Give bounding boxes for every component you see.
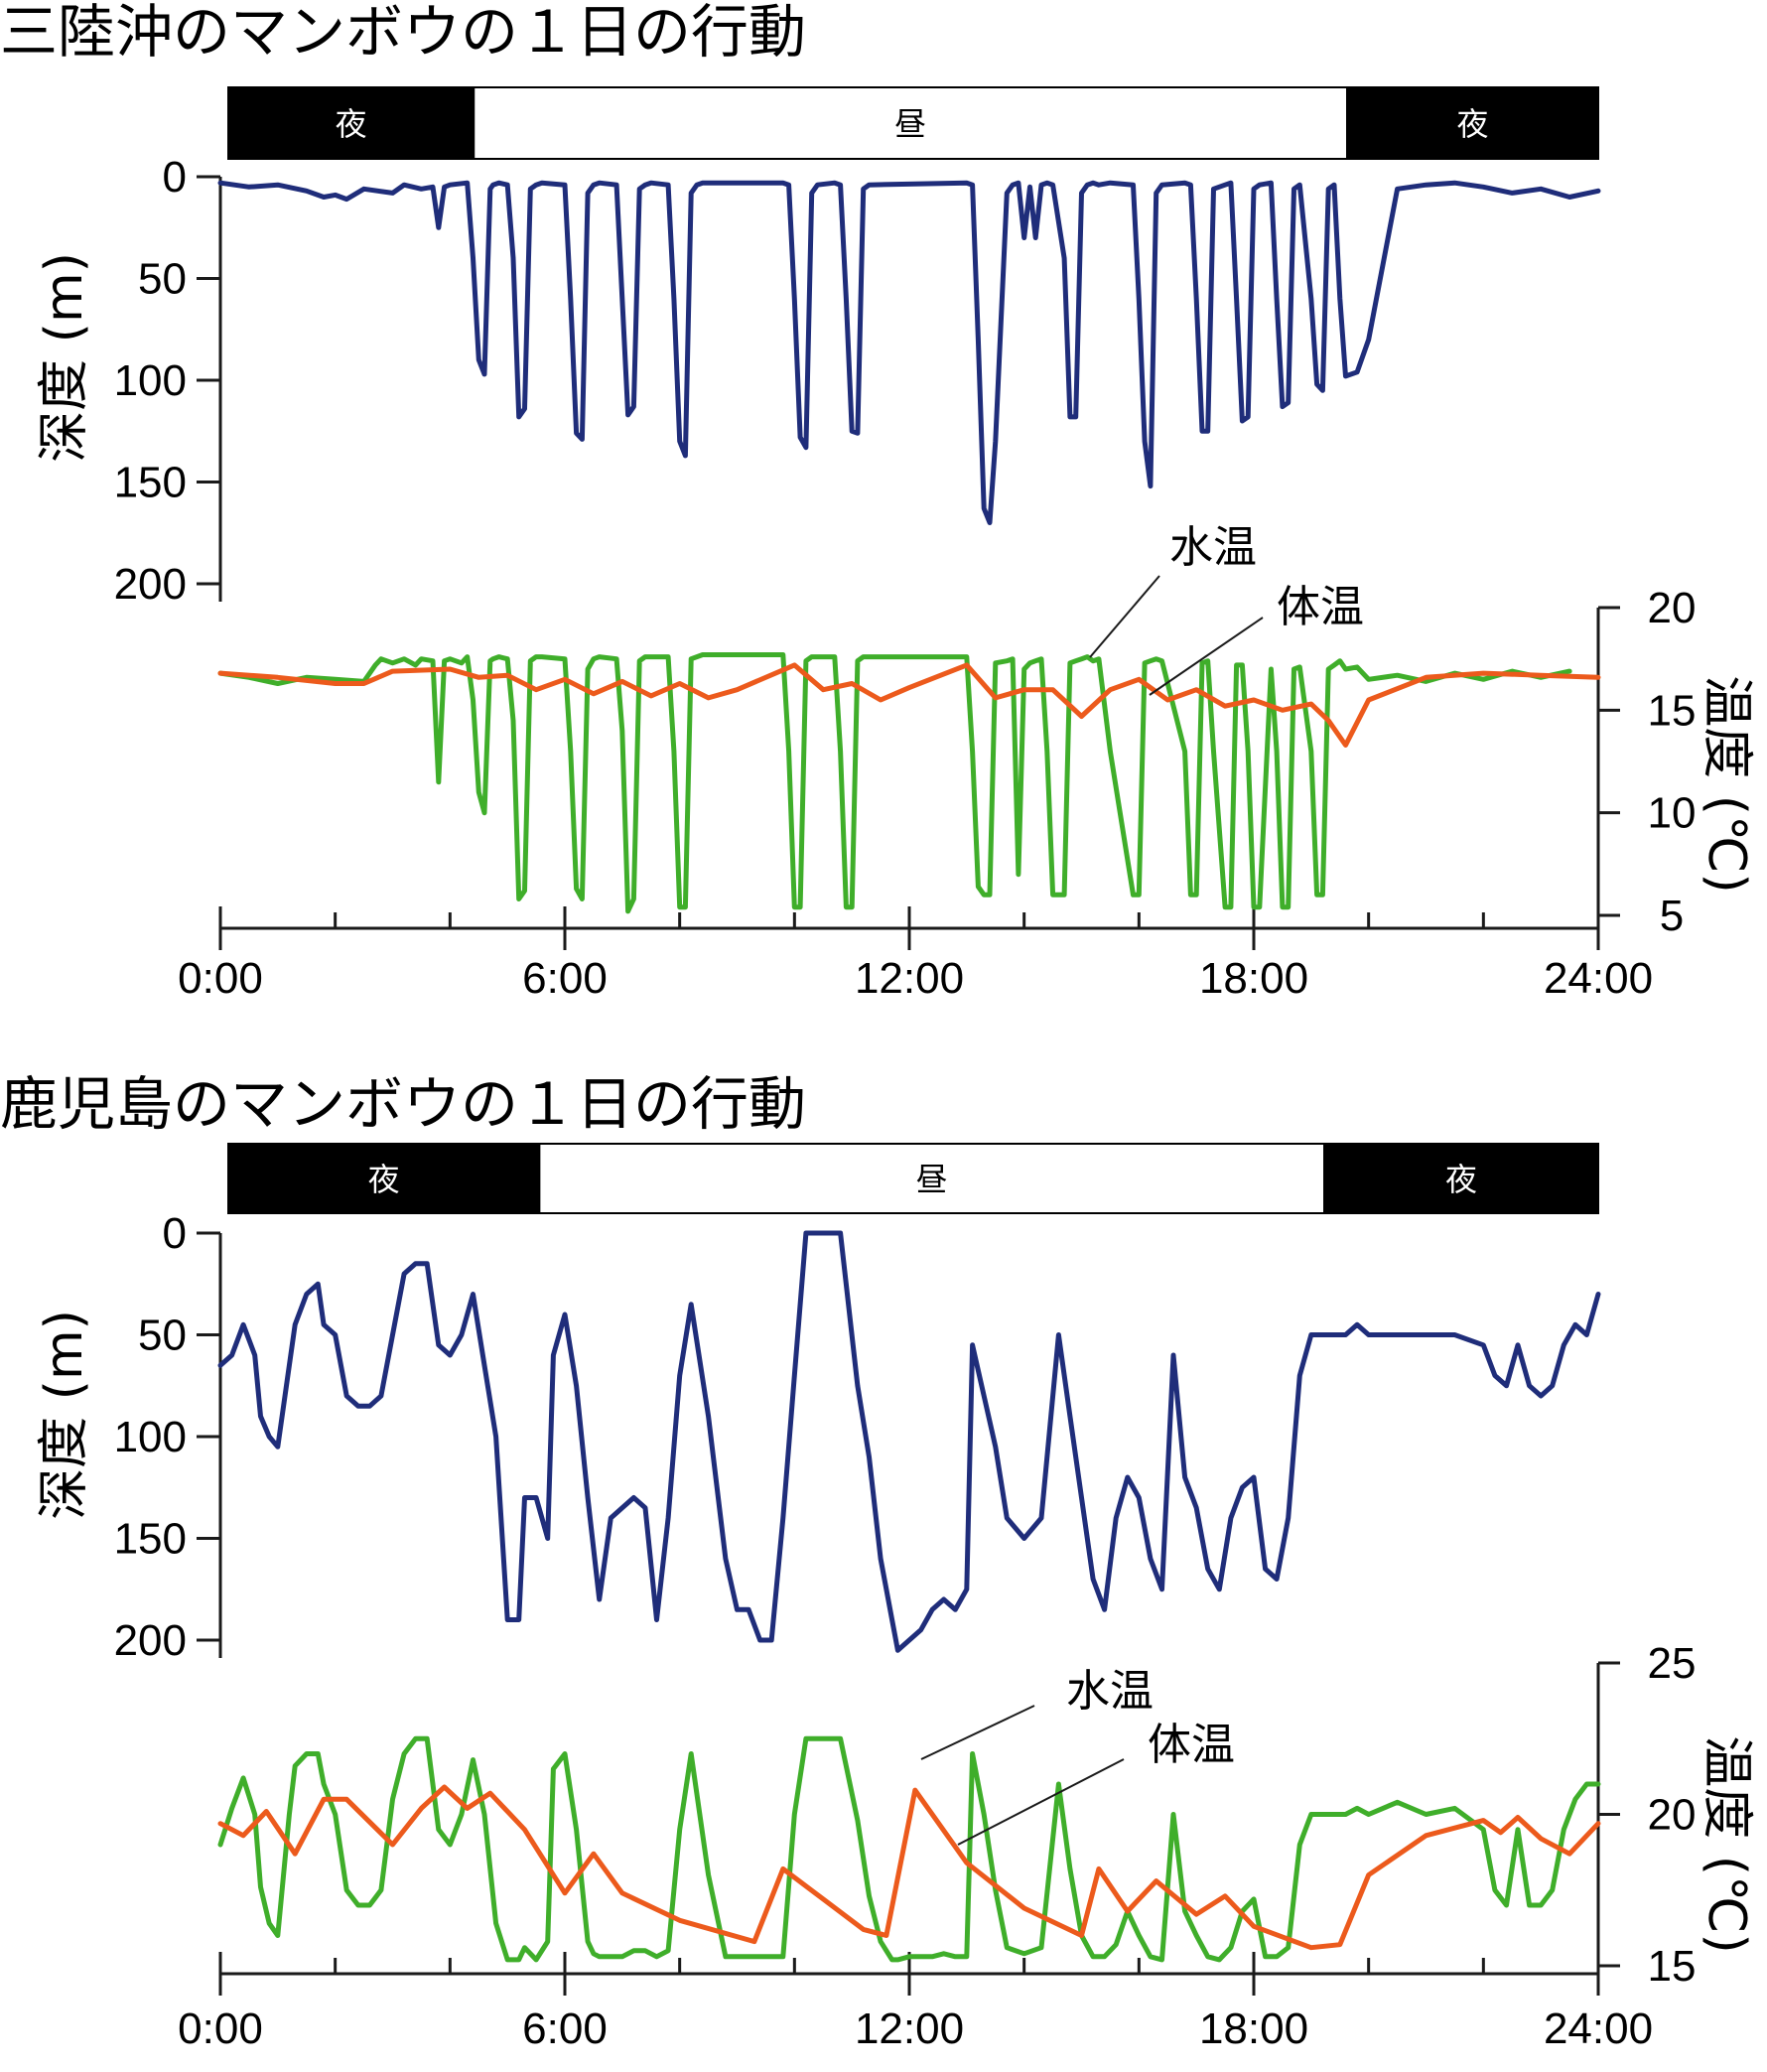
depth-tick-label: 50: [138, 1312, 187, 1360]
body-temp-leader: [1149, 617, 1264, 696]
body-temp-leader: [957, 1758, 1125, 1846]
daynight-segment: [473, 86, 1348, 160]
sanriku-panel: 三陸沖のマンボウの１日の行動 夜昼夜 050100150200 5101520 …: [0, 0, 1756, 1003]
temperature-axis-label: 温度 (℃): [1697, 675, 1756, 894]
series-group: [217, 1230, 1601, 1963]
time-tick-label: 18:00: [1199, 954, 1308, 1003]
temp-tick-label: 25: [1648, 1639, 1697, 1688]
temp-tick-label: 15: [1648, 686, 1697, 735]
depth-axis-label: 深度 (m): [35, 1310, 94, 1520]
body-temp-line: [217, 662, 1601, 748]
time-tick-label: 24:00: [1544, 954, 1653, 1003]
depth-axis-label: 深度 (m): [35, 252, 94, 463]
depth-tick-label: 150: [114, 459, 187, 507]
depth-tick-label: 100: [114, 1413, 187, 1461]
time-axis: 0:00 6:00 12:00 18:00 24:00: [178, 1952, 1653, 2053]
depth-line: [217, 1230, 1601, 1653]
daynight-label: 夜: [368, 1161, 400, 1198]
depth-line: [217, 180, 1601, 525]
daynight-label: 夜: [1445, 1161, 1477, 1198]
water-temp-leader: [1089, 575, 1160, 658]
daynight-label: 夜: [1456, 105, 1488, 143]
water-temp-line: [217, 1735, 1601, 1963]
daynight-label: 昼: [916, 1161, 948, 1198]
day-night-bar: 夜昼夜: [227, 86, 1599, 160]
daynight-segment: [538, 1143, 1325, 1214]
depth-tick-label: 0: [163, 153, 187, 202]
body-temp-annotation: 体温: [1277, 582, 1364, 632]
depth-tick-label: 50: [138, 255, 187, 304]
depth-tick-label: 150: [114, 1515, 187, 1564]
daynight-label: 夜: [336, 105, 367, 143]
temperature-axis-label: 温度 (℃): [1697, 1735, 1756, 1954]
temp-tick-label: 5: [1660, 892, 1684, 940]
daynight-segment: [1346, 86, 1599, 160]
time-tick-label: 18:00: [1199, 2004, 1308, 2053]
time-tick-label: 0:00: [178, 954, 263, 1003]
series-group: [217, 180, 1601, 914]
time-tick-label: 6:00: [522, 954, 608, 1003]
time-axis: 0:00 6:00 12:00 18:00 24:00: [178, 906, 1653, 1003]
water-temp-annotation: 水温: [1066, 1666, 1154, 1717]
temp-tick-label: 10: [1648, 789, 1697, 838]
daynight-segment: [227, 1143, 541, 1214]
water-temp-line: [217, 652, 1572, 914]
depth-tick-label: 0: [163, 1209, 187, 1258]
kagoshima-panel: 鹿児島のマンボウの１日の行動 夜 昼 夜 0 50 100 150 200 15 20 25 0…: [0, 1070, 1756, 2053]
depth-tick-label: 200: [114, 560, 187, 609]
time-tick-label: 12:00: [855, 2004, 964, 2053]
temp-tick-label: 15: [1648, 1942, 1697, 1991]
water-temp-leader: [920, 1705, 1035, 1760]
time-tick-label: 24:00: [1544, 2004, 1653, 2053]
temp-tick-label: 20: [1648, 584, 1697, 632]
water-temp-annotation: 水温: [1169, 522, 1257, 573]
daynight-segment: [1323, 1143, 1599, 1214]
depth-tick-label: 200: [114, 1616, 187, 1665]
chart-title: 鹿児島のマンボウの１日の行動: [0, 1070, 806, 1138]
depth-axes: 0 50 100 150 200: [114, 153, 222, 609]
time-tick-label: 0:00: [178, 2004, 263, 2053]
depth-axes: 0 50 100 150 200: [114, 1209, 222, 1665]
chart-title: 三陸沖のマンボウの１日の行動: [0, 0, 806, 66]
day-night-bar: 夜昼夜: [227, 1143, 1599, 1214]
body-temp-line: [217, 1784, 1601, 1951]
body-temp-annotation: 体温: [1148, 1720, 1235, 1770]
daynight-segment: [227, 86, 476, 160]
temperature-axes: 15 20 25: [1596, 1639, 1697, 1991]
time-tick-label: 6:00: [522, 2004, 608, 2053]
depth-tick-label: 100: [114, 356, 187, 405]
temp-tick-label: 20: [1648, 1791, 1697, 1840]
daynight-label: 昼: [894, 105, 926, 143]
time-tick-label: 12:00: [855, 954, 964, 1003]
temperature-axes: 5 10 15 20: [1596, 584, 1697, 940]
